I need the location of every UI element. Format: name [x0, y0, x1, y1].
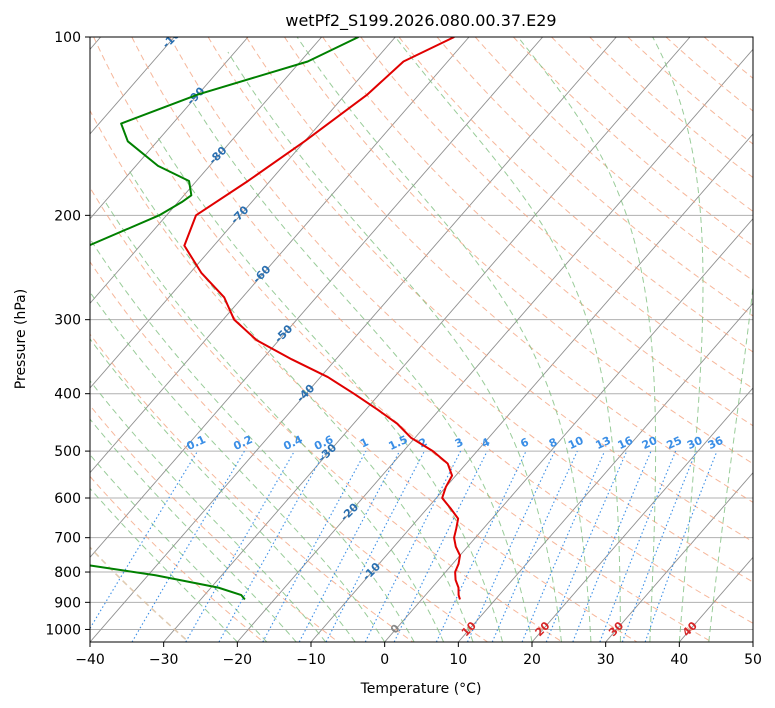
isotherm-line — [90, 37, 249, 220]
moist-adiabat — [394, 37, 621, 642]
dry-adiabat — [284, 37, 753, 465]
moist-adiabat — [652, 37, 704, 642]
isotherm-line — [90, 37, 470, 474]
x-tick-label: 10 — [449, 652, 467, 668]
dry-adiabat — [513, 37, 753, 247]
x-tick-label: −20 — [223, 652, 253, 668]
moist-adiabat — [90, 487, 238, 642]
y-tick-label: 400 — [54, 387, 81, 403]
dry-adiabat — [322, 37, 753, 427]
x-tick-label: −10 — [296, 652, 326, 668]
mixing-ratio-line — [521, 450, 606, 642]
y-axis-ticks: 100 200 300 400 500 600 700 800 900 1000 — [45, 30, 90, 638]
mixing-ratio-line — [262, 450, 367, 642]
mixing-ratio-label: 10 — [566, 434, 586, 452]
x-tick-label: −30 — [149, 652, 179, 668]
isotherm-line — [90, 37, 617, 642]
dry-adiabat — [627, 37, 753, 145]
isotherm-line — [457, 302, 753, 642]
isotherm-line — [90, 37, 544, 559]
mixing-ratio-label: 16 — [616, 434, 636, 452]
y-tick-label: 800 — [54, 565, 81, 581]
mixing-ratio-line — [364, 450, 462, 642]
dry-adiabat — [398, 37, 753, 353]
moist-adiabat — [296, 37, 592, 642]
moist-adiabat — [517, 37, 657, 642]
isotherm-line — [605, 471, 753, 642]
y-tick-label: 1000 — [45, 622, 81, 638]
isotherm-line — [236, 48, 753, 642]
isobar-grid — [90, 37, 753, 630]
x-axis-label: Temperature (°C) — [360, 681, 482, 697]
plot-frame — [89, 36, 754, 643]
dry-adiabat — [90, 404, 339, 642]
dry-adiabat — [474, 37, 753, 282]
x-tick-label: 30 — [597, 652, 615, 668]
mixing-ratio-line — [572, 450, 652, 642]
x-tick-label: 50 — [744, 652, 762, 668]
moist-adiabat — [128, 170, 474, 642]
dry-adiabat — [90, 475, 264, 642]
dry-adiabat — [90, 186, 563, 642]
x-tick-label: 20 — [523, 652, 541, 668]
moist-adiabat — [90, 418, 297, 642]
dry-adiabat — [93, 37, 712, 642]
moist-adiabat — [157, 137, 504, 642]
x-tick-label: 40 — [670, 652, 688, 668]
profile-series — [90, 37, 461, 601]
dry-adiabat — [589, 37, 753, 179]
y-tick-label: 900 — [54, 595, 81, 611]
y-tick-label: 300 — [54, 313, 81, 329]
isotherm-line — [531, 387, 753, 642]
x-tick-label: 0 — [380, 652, 389, 668]
mixing-ratio-line — [545, 450, 628, 642]
y-tick-label: 600 — [54, 491, 81, 507]
dewpoint-profile-line — [90, 37, 359, 601]
moist-adiabat — [708, 282, 753, 642]
mixing-ratio-label: 36 — [706, 434, 726, 452]
mixing-ratio-line — [621, 450, 697, 642]
dry-adiabat — [360, 37, 753, 390]
isotherm-line — [163, 37, 691, 642]
dry-adiabat — [90, 109, 638, 642]
mixing-ratio-label: 25 — [665, 434, 684, 452]
moist-adiabats — [90, 37, 753, 642]
mixing-ratio-label: 20 — [640, 434, 660, 452]
dry-adiabat — [131, 37, 753, 624]
y-tick-label: 500 — [54, 444, 81, 460]
dry-adiabat — [169, 37, 753, 583]
chart-title: wetPf2_S199.2026.080.00.37.E29 — [285, 11, 556, 31]
moist-adiabat — [90, 291, 386, 642]
y-tick-label: 200 — [54, 208, 81, 224]
plot-area: 0.10.20.40.611.52346810131620253036-100-… — [90, 37, 753, 642]
mixing-ratio-label: 30 — [685, 434, 705, 452]
mixing-ratio-label: 13 — [594, 434, 613, 452]
y-tick-label: 100 — [54, 30, 81, 46]
isotherm-line — [90, 37, 323, 304]
mixing-ratio-line — [90, 450, 199, 630]
moist-adiabat — [191, 100, 533, 642]
dry-adiabat — [90, 333, 414, 642]
temperature-profile-line — [183, 37, 461, 600]
dry-adiabats — [90, 37, 753, 642]
isotherm-line — [384, 217, 753, 642]
x-axis-ticks: −40 −30 −20 −10 0 10 20 30 40 50 — [75, 642, 762, 668]
mixing-ratio-line — [218, 450, 326, 642]
moist-adiabat — [90, 237, 415, 642]
moist-adiabat — [90, 338, 356, 642]
dry-adiabat — [245, 37, 753, 503]
y-axis-label: Pressure (hPa) — [13, 289, 29, 389]
mixing-ratio-line — [491, 450, 578, 642]
moist-adiabat — [103, 199, 445, 642]
mixing-ratio-lines — [90, 450, 718, 642]
x-tick-label: −40 — [75, 652, 105, 668]
y-tick-label: 700 — [54, 531, 81, 547]
dry-adiabat — [207, 37, 753, 543]
moist-adiabat — [227, 51, 562, 642]
mixing-ratio-line — [599, 450, 677, 642]
moist-adiabat — [90, 380, 327, 642]
mixing-ratio-line — [644, 450, 718, 642]
